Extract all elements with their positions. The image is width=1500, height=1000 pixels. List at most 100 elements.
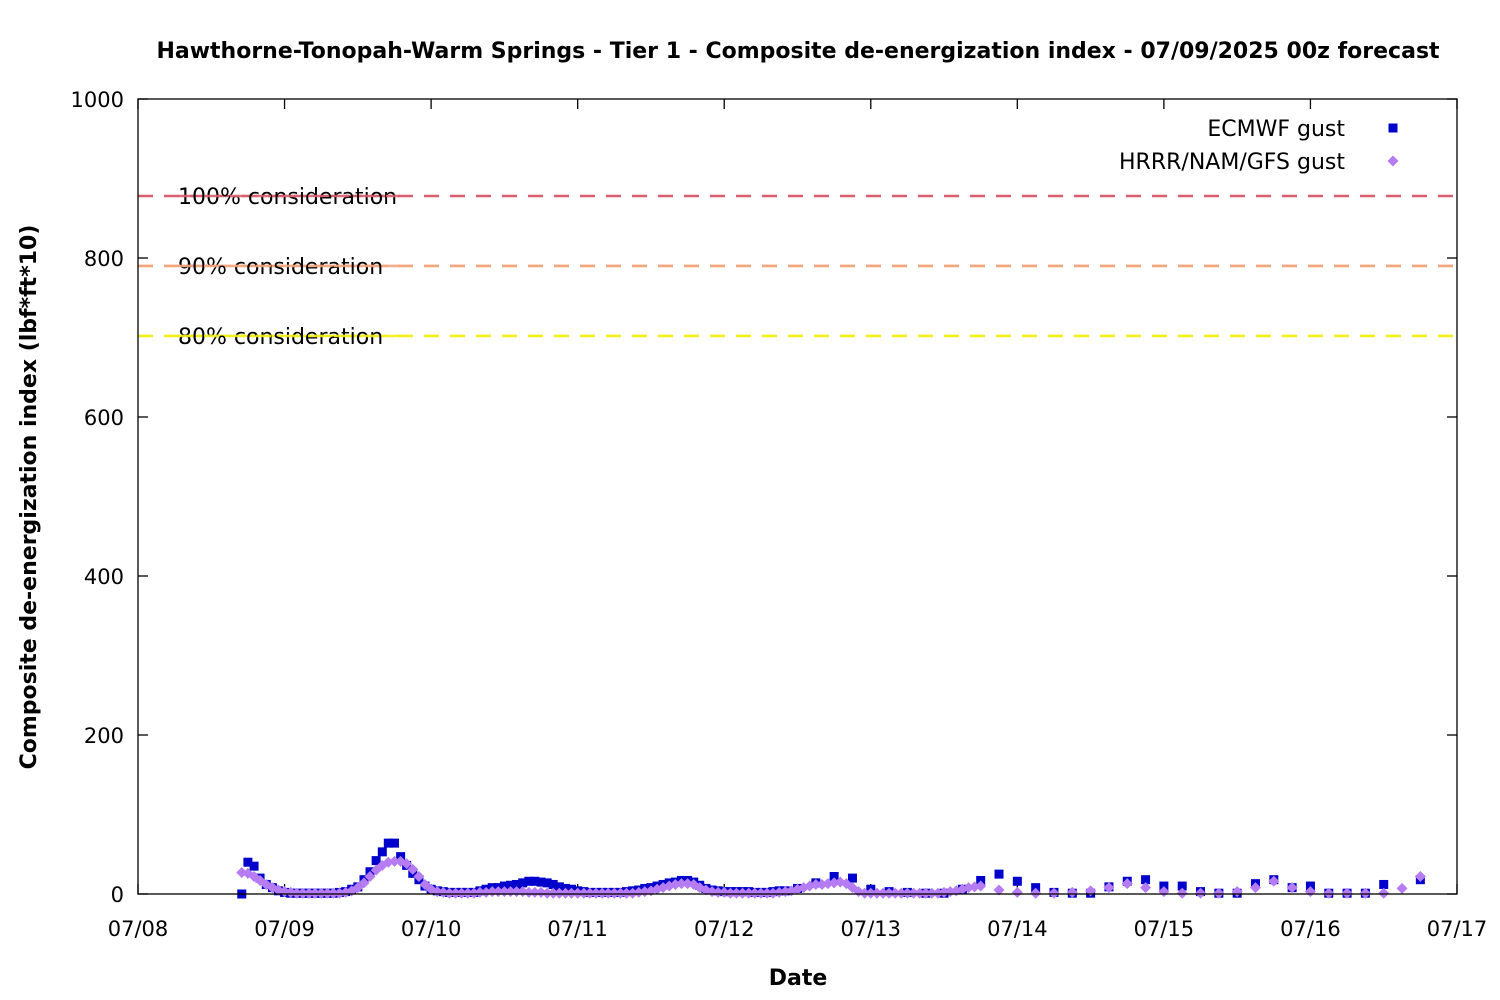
data-point bbox=[1213, 887, 1225, 899]
data-point bbox=[975, 880, 987, 892]
x-axis-label: Date bbox=[769, 966, 828, 991]
data-point bbox=[976, 875, 986, 885]
data-point bbox=[249, 861, 259, 871]
data-point bbox=[724, 887, 736, 899]
data-point bbox=[871, 887, 883, 899]
data-point bbox=[371, 856, 381, 866]
data-point bbox=[327, 887, 339, 899]
chart-title: Hawthorne-Tonopah-Warm Springs - Tier 1 … bbox=[156, 39, 1440, 64]
data-point bbox=[1378, 887, 1390, 899]
data-point bbox=[499, 881, 509, 891]
data-point bbox=[1176, 887, 1188, 899]
data-point bbox=[1012, 876, 1022, 886]
x-tick-label: 07/16 bbox=[1280, 917, 1341, 941]
data-point bbox=[620, 887, 632, 899]
data-point bbox=[1141, 875, 1151, 885]
data-series bbox=[236, 838, 1426, 899]
data-point bbox=[737, 887, 749, 899]
data-point bbox=[536, 877, 546, 887]
data-point bbox=[309, 887, 321, 899]
reference-lines: 100% consideration 90% consideration 80% c… bbox=[138, 185, 1457, 350]
data-point bbox=[407, 863, 419, 875]
reference-line-label: 90% consideration bbox=[178, 255, 383, 280]
data-point bbox=[993, 884, 1005, 896]
data-point bbox=[364, 871, 376, 883]
data-point bbox=[883, 887, 895, 899]
data-point bbox=[914, 887, 926, 899]
data-point bbox=[529, 886, 541, 898]
data-point bbox=[541, 887, 553, 899]
y-tick-label: 800 bbox=[84, 247, 124, 271]
data-point bbox=[1030, 887, 1042, 899]
data-point bbox=[560, 887, 572, 899]
data-point bbox=[755, 887, 767, 899]
data-point bbox=[243, 857, 253, 867]
data-point bbox=[388, 855, 400, 867]
data-point bbox=[889, 887, 901, 899]
data-point bbox=[614, 887, 626, 899]
legend: ECMWF gust HRRR/NAM/GFS gust bbox=[1119, 117, 1399, 175]
data-point bbox=[530, 876, 540, 886]
plot-frame bbox=[137, 98, 1458, 895]
data-point bbox=[547, 887, 559, 899]
data-point bbox=[578, 887, 590, 899]
data-point bbox=[548, 879, 558, 889]
data-point bbox=[1359, 887, 1371, 899]
data-point bbox=[926, 887, 938, 899]
data-point bbox=[584, 887, 596, 899]
data-point bbox=[596, 887, 608, 899]
legend-marker bbox=[1387, 155, 1399, 167]
data-point bbox=[859, 887, 871, 899]
y-tick-label: 1000 bbox=[71, 88, 124, 112]
y-tick-label: 200 bbox=[84, 724, 124, 748]
data-point bbox=[712, 886, 724, 898]
data-point bbox=[810, 878, 822, 890]
axis-ticks: 0 200 400 600 800 1000 07/08 07/09 07/10 07/11 07/… bbox=[71, 88, 1488, 941]
data-point bbox=[895, 887, 907, 899]
data-point bbox=[524, 876, 534, 886]
data-point bbox=[1121, 878, 1133, 890]
data-point bbox=[1268, 875, 1280, 887]
data-point bbox=[1379, 879, 1389, 889]
data-point bbox=[1177, 881, 1187, 891]
data-point bbox=[297, 887, 309, 899]
data-point bbox=[401, 858, 413, 870]
x-tick-label: 07/12 bbox=[694, 917, 755, 941]
y-tick-label: 400 bbox=[84, 565, 124, 589]
data-point bbox=[1195, 887, 1207, 899]
data-point bbox=[1011, 886, 1023, 898]
data-point bbox=[1414, 871, 1426, 883]
y-tick-label: 600 bbox=[84, 406, 124, 430]
data-point bbox=[1048, 887, 1060, 899]
x-tick-label: 07/11 bbox=[547, 917, 608, 941]
data-point bbox=[590, 887, 602, 899]
data-point bbox=[512, 879, 522, 889]
data-point bbox=[1305, 881, 1315, 891]
data-point bbox=[450, 887, 462, 899]
reference-line-label: 80% consideration bbox=[178, 325, 383, 350]
x-tick-label: 07/10 bbox=[401, 917, 462, 941]
data-point bbox=[572, 887, 584, 899]
x-tick-label: 07/08 bbox=[108, 917, 169, 941]
x-tick-label: 07/17 bbox=[1427, 917, 1488, 941]
data-point bbox=[1066, 886, 1078, 898]
data-point bbox=[291, 887, 303, 899]
data-point bbox=[462, 887, 474, 899]
data-point bbox=[389, 838, 399, 848]
data-point bbox=[553, 887, 565, 899]
y-axis-label: Composite de-energization index (lbf*ft*… bbox=[17, 225, 42, 770]
data-point bbox=[456, 887, 468, 899]
data-point bbox=[608, 887, 620, 899]
legend-label: HRRR/NAM/GFS gust bbox=[1119, 150, 1345, 175]
data-point bbox=[1140, 882, 1152, 894]
data-point bbox=[1249, 882, 1261, 894]
data-point bbox=[321, 887, 333, 899]
data-point bbox=[474, 886, 486, 898]
data-point bbox=[901, 887, 913, 899]
data-point bbox=[920, 887, 932, 899]
data-point bbox=[303, 887, 315, 899]
data-point bbox=[315, 887, 327, 899]
data-point bbox=[1159, 881, 1169, 891]
x-tick-label: 07/09 bbox=[254, 917, 315, 941]
